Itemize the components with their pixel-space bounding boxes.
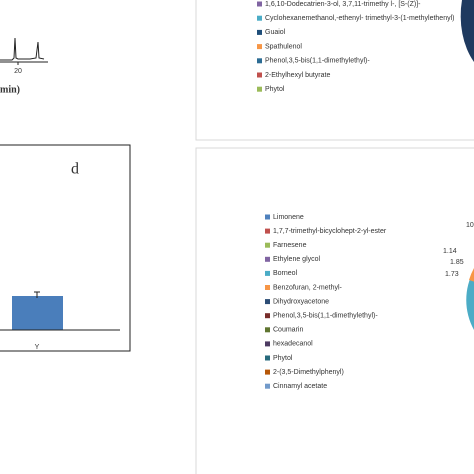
legend-label: Phenol,3,5-bis(1,1-dimethylethyl)-	[265, 58, 370, 65]
legend-swatch	[265, 341, 270, 347]
trace	[0, 37, 45, 61]
legend: Limonene 1,7,7-trimethyl-bicyclohept-2-yl…	[265, 214, 387, 390]
legend-label: 1,6,10-Dodecatrien-3-ol, 3,7,11-trimethy…	[265, 1, 421, 8]
bottom-right-panel: Limonene 1,7,7-trimethyl-bicyclohept-2-yl…	[195, 147, 474, 474]
legend-label: Limonene	[273, 214, 304, 221]
legend-swatch	[257, 29, 262, 35]
legend-swatch	[265, 355, 270, 361]
panel-d: d Y	[0, 144, 131, 352]
panel-border	[0, 144, 131, 352]
legend-label: Farnesene	[273, 242, 307, 249]
x-tick-label: Y	[35, 344, 40, 351]
panel-border	[195, 0, 474, 141]
pie-slice	[460, 0, 474, 62]
legend-label: Ethylene glycol	[273, 256, 321, 263]
legend-label: Cinnamyl acetate	[273, 383, 327, 390]
legend-swatch	[265, 270, 270, 276]
legend-label: Cyclohexanemethanol,-ethenyl- trimethyl-…	[265, 15, 454, 22]
legend-swatch	[265, 299, 270, 305]
legend-label: Phytol	[265, 86, 285, 93]
legend-label: Phytol	[273, 355, 293, 362]
panel-letter: d	[71, 161, 79, 178]
x-axis-label: min)	[0, 84, 20, 95]
pie-slice	[466, 270, 474, 330]
legend-swatch	[265, 256, 270, 262]
bar	[12, 296, 63, 330]
legend-label: Phenol,3,5-bis(1,1-dimethylethyl)-	[273, 313, 378, 320]
legend-label: Borneol	[273, 270, 298, 277]
legend-label: 1,7,7-trimethyl-bicyclohept-2-yl-ester	[273, 228, 387, 235]
legend-label: 2-Ethylhexyl butyrate	[265, 72, 330, 79]
pie-slice	[469, 268, 474, 282]
pie-label: 1.85	[450, 259, 464, 266]
top-right-panel: 1,6,10-Dodecatrien-3-ol, 3,7,11-trimethy…	[195, 0, 474, 141]
pie-label: 1.14	[443, 248, 457, 255]
pie-label: 1.73	[445, 271, 459, 278]
legend-swatch	[265, 285, 270, 290]
legend-label: Coumarin	[273, 327, 303, 334]
legend-label: 2-(3,5-Dimethylphenyl)	[273, 369, 344, 376]
legend-label: hexadecanol	[273, 341, 313, 348]
legend-swatch	[257, 1, 262, 7]
panel-border	[195, 147, 474, 474]
pie-label: 10	[466, 222, 474, 229]
x-tick-label: 20	[14, 68, 22, 75]
chromatogram: 20 min)	[0, 37, 48, 95]
legend-swatch	[265, 369, 270, 375]
legend-swatch	[265, 242, 270, 248]
legend-label: Benzofuran, 2-methyl-	[273, 284, 343, 291]
legend-swatch	[265, 313, 270, 319]
legend-swatch	[257, 15, 262, 21]
legend: 1,6,10-Dodecatrien-3-ol, 3,7,11-trimethy…	[257, 1, 454, 93]
legend-swatch	[265, 383, 270, 389]
legend-swatch	[257, 58, 262, 64]
legend-swatch	[265, 214, 270, 220]
legend-swatch	[265, 228, 270, 234]
legend-label: Guaiol	[265, 29, 286, 36]
legend-label: Dihydroxyacetone	[273, 298, 329, 305]
legend-swatch	[265, 327, 270, 333]
legend-label: Spathulenol	[265, 43, 302, 50]
legend-swatch	[257, 44, 262, 50]
legend-swatch	[257, 72, 262, 78]
legend-swatch	[257, 86, 262, 92]
